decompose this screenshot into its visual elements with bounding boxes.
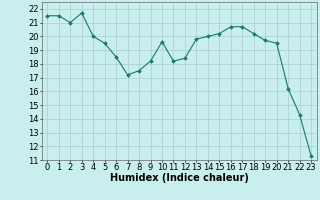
X-axis label: Humidex (Indice chaleur): Humidex (Indice chaleur) — [110, 173, 249, 183]
